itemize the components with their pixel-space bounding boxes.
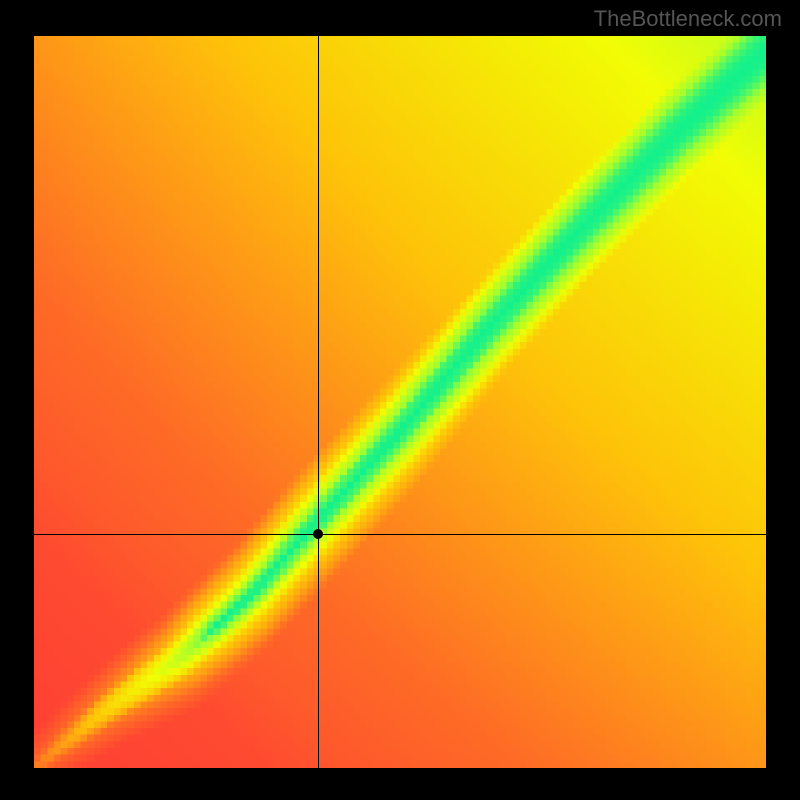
crosshair-vertical — [318, 36, 319, 768]
crosshair-marker-dot — [313, 529, 323, 539]
crosshair-horizontal — [34, 534, 766, 535]
watermark-text: TheBottleneck.com — [594, 6, 782, 32]
heatmap-plot — [34, 36, 766, 768]
heatmap-canvas — [34, 36, 766, 768]
